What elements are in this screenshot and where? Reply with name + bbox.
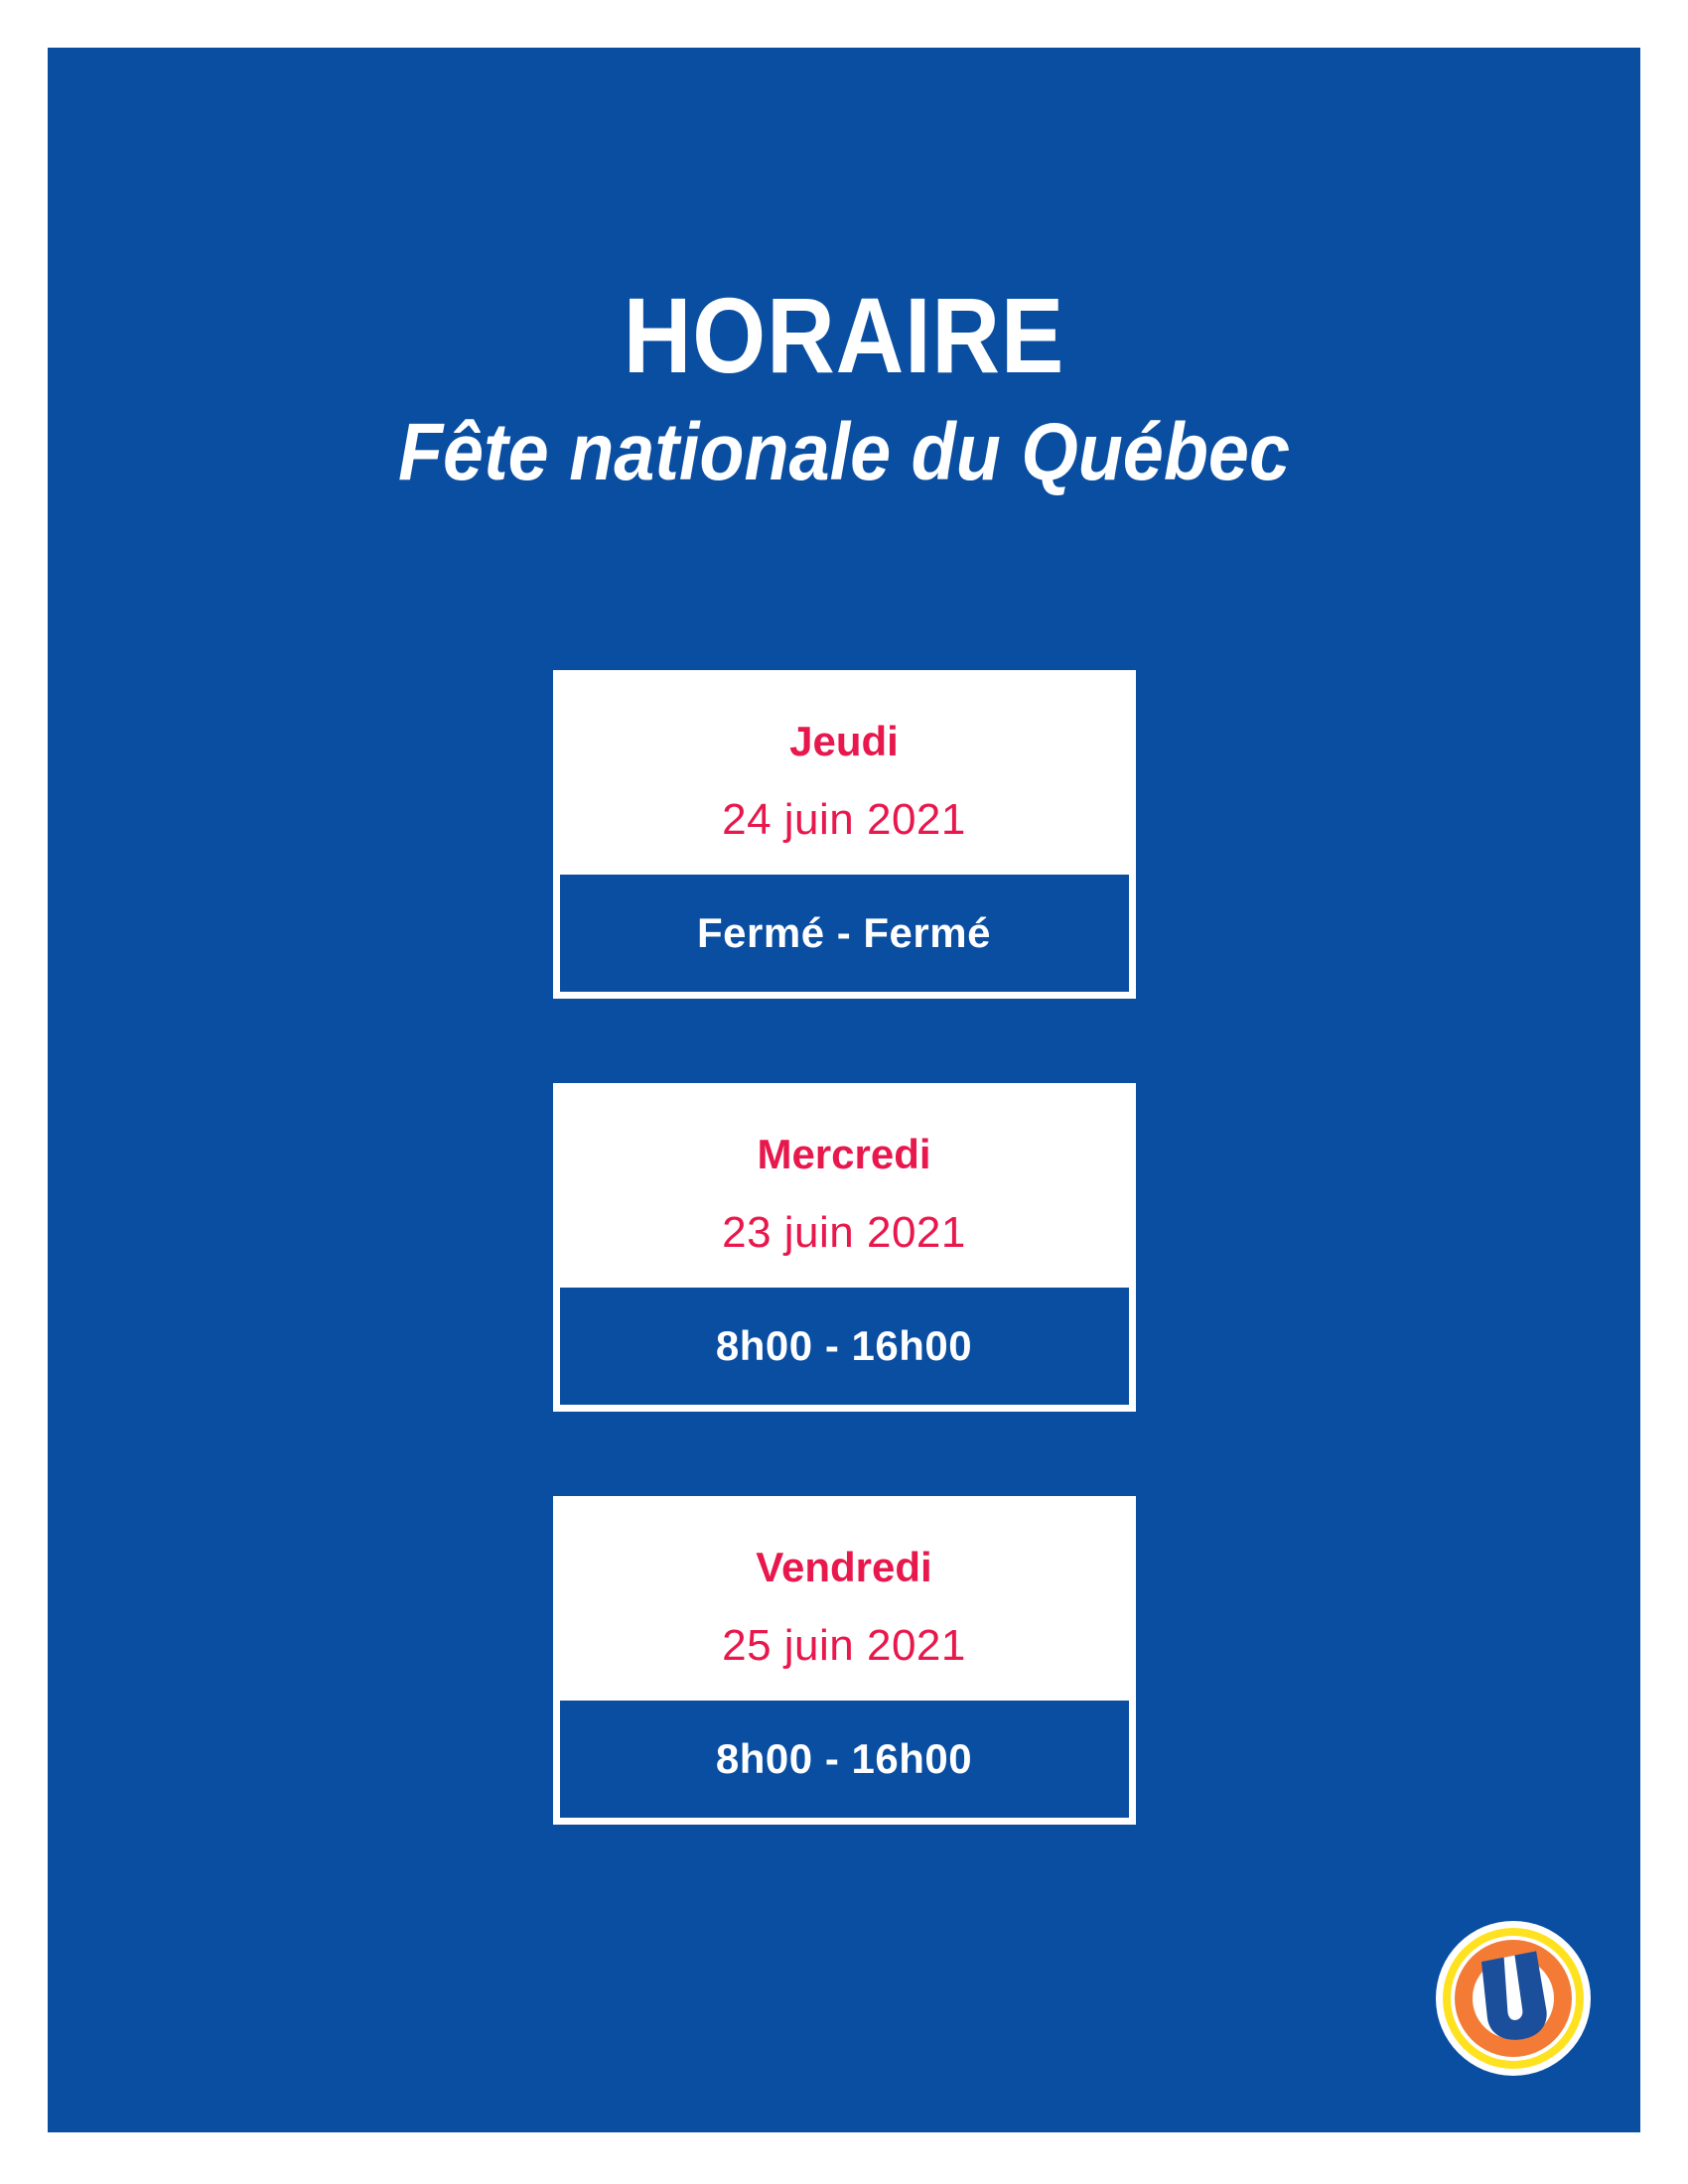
schedule-date-label: 23 juin 2021 <box>722 1208 966 1257</box>
schedule-hours-band: Fermé - Fermé <box>556 872 1132 995</box>
schedule-hours-label: Fermé - Fermé <box>697 909 991 956</box>
schedule-day-label: Vendredi <box>756 1544 932 1590</box>
schedule-card: Vendredi 25 juin 2021 8h00 - 16h00 <box>552 1496 1136 1825</box>
logo-letter-u-notch <box>1503 1955 1523 2020</box>
poster-canvas: HORAIRE Fête nationale du Québec Jeudi 2… <box>48 48 1640 2132</box>
page-subtitle: Fête nationale du Québec <box>397 407 1291 497</box>
schedule-date-label: 24 juin 2021 <box>722 795 966 844</box>
schedule-hours-label: 8h00 - 16h00 <box>715 1735 973 1782</box>
schedule-date-label: 25 juin 2021 <box>722 1621 966 1670</box>
schedule-day-label: Mercredi <box>757 1131 931 1177</box>
schedule-hours-label: 8h00 - 16h00 <box>715 1322 973 1369</box>
logo-letter-u <box>1480 1951 1547 2040</box>
schedule-card-header: Vendredi 25 juin 2021 <box>556 1500 1132 1698</box>
schedule-day-label: Jeudi <box>789 718 899 764</box>
schedule-card: Jeudi 24 juin 2021 Fermé - Fermé <box>552 670 1136 999</box>
schedule-card: Mercredi 23 juin 2021 8h00 - 16h00 <box>552 1083 1136 1412</box>
schedule-hours-band: 8h00 - 16h00 <box>556 1285 1132 1408</box>
schedule-hours-band: 8h00 - 16h00 <box>556 1698 1132 1821</box>
u-logo-icon <box>1436 1921 1591 2076</box>
schedule-card-header: Mercredi 23 juin 2021 <box>556 1087 1132 1285</box>
u-logo <box>1434 1919 1593 2078</box>
page-title: HORAIRE <box>623 275 1065 395</box>
schedule-list: Jeudi 24 juin 2021 Fermé - Fermé Mercred… <box>48 670 1640 1825</box>
schedule-card-header: Jeudi 24 juin 2021 <box>556 674 1132 872</box>
poster-header: HORAIRE Fête nationale du Québec <box>48 282 1640 498</box>
